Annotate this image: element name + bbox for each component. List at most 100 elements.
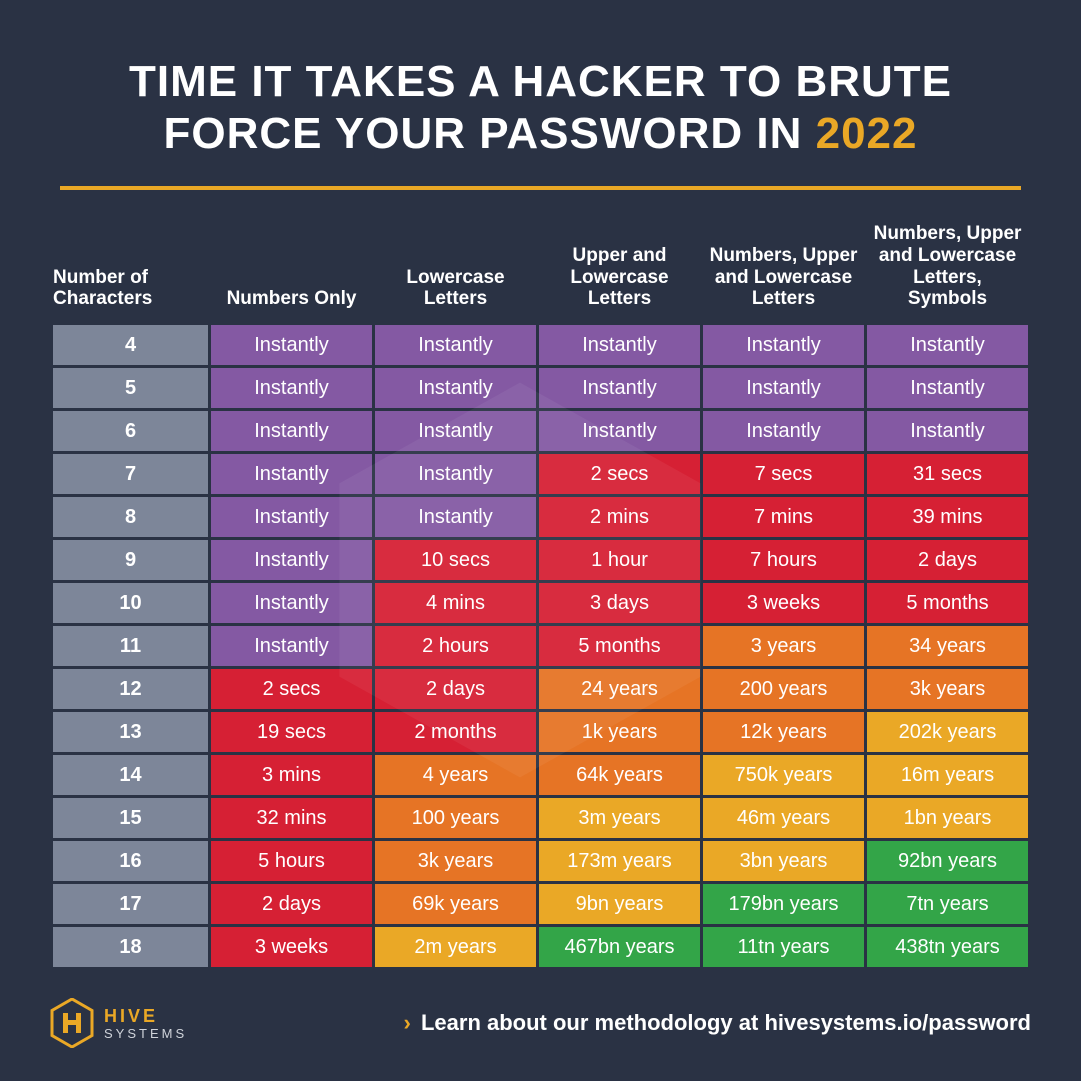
table-row: 7InstantlyInstantly2 secs7 secs31 secs xyxy=(53,454,1028,494)
password-table: Number of CharactersNumbers OnlyLowercas… xyxy=(50,212,1031,970)
time-cell: 438tn years xyxy=(867,927,1028,967)
time-cell: 5 months xyxy=(539,626,700,666)
time-cell: 2 hours xyxy=(375,626,536,666)
time-cell: Instantly xyxy=(375,497,536,537)
char-count-cell: 15 xyxy=(53,798,208,838)
time-cell: 202k years xyxy=(867,712,1028,752)
char-count-cell: 9 xyxy=(53,540,208,580)
time-cell: Instantly xyxy=(211,583,372,623)
column-header: Lowercase Letters xyxy=(375,215,536,322)
footer: HIVE SYSTEMS › Learn about our methodolo… xyxy=(50,998,1031,1048)
time-cell: Instantly xyxy=(211,454,372,494)
time-cell: Instantly xyxy=(703,411,864,451)
time-cell: 3k years xyxy=(375,841,536,881)
time-cell: 10 secs xyxy=(375,540,536,580)
char-count-cell: 11 xyxy=(53,626,208,666)
time-cell: 2 secs xyxy=(539,454,700,494)
time-cell: Instantly xyxy=(539,325,700,365)
column-header: Numbers Only xyxy=(211,215,372,322)
time-cell: 3 weeks xyxy=(211,927,372,967)
char-count-cell: 17 xyxy=(53,884,208,924)
time-cell: Instantly xyxy=(211,497,372,537)
title-divider xyxy=(60,186,1021,190)
time-cell: 2 months xyxy=(375,712,536,752)
time-cell: 19 secs xyxy=(211,712,372,752)
table-row: 6InstantlyInstantlyInstantlyInstantlyIns… xyxy=(53,411,1028,451)
char-count-cell: 13 xyxy=(53,712,208,752)
time-cell: 64k years xyxy=(539,755,700,795)
time-cell: 2 days xyxy=(867,540,1028,580)
table-row: 11Instantly2 hours5 months3 years34 year… xyxy=(53,626,1028,666)
time-cell: Instantly xyxy=(375,411,536,451)
time-cell: 7 secs xyxy=(703,454,864,494)
time-cell: Instantly xyxy=(375,454,536,494)
table-row: 5InstantlyInstantlyInstantlyInstantlyIns… xyxy=(53,368,1028,408)
time-cell: Instantly xyxy=(539,368,700,408)
time-cell: 2 days xyxy=(211,884,372,924)
table-row: 10Instantly4 mins3 days3 weeks5 months xyxy=(53,583,1028,623)
time-cell: 31 secs xyxy=(867,454,1028,494)
table-row: 1319 secs2 months1k years12k years202k y… xyxy=(53,712,1028,752)
time-cell: 100 years xyxy=(375,798,536,838)
time-cell: 200 years xyxy=(703,669,864,709)
time-cell: 2 days xyxy=(375,669,536,709)
brand-logo-text: HIVE SYSTEMS xyxy=(104,1007,187,1040)
time-cell: 11tn years xyxy=(703,927,864,967)
footer-text-a: Learn about our methodology at xyxy=(421,1010,764,1035)
time-cell: 467bn years xyxy=(539,927,700,967)
char-count-cell: 14 xyxy=(53,755,208,795)
time-cell: 7 mins xyxy=(703,497,864,537)
hive-logo-icon xyxy=(50,998,94,1048)
table-row: 1532 mins100 years3m years46m years1bn y… xyxy=(53,798,1028,838)
time-cell: 3 mins xyxy=(211,755,372,795)
time-cell: 179bn years xyxy=(703,884,864,924)
time-cell: 7tn years xyxy=(867,884,1028,924)
table-row: 172 days69k years9bn years179bn years7tn… xyxy=(53,884,1028,924)
time-cell: 1k years xyxy=(539,712,700,752)
time-cell: 173m years xyxy=(539,841,700,881)
table-row: 122 secs2 days24 years200 years3k years xyxy=(53,669,1028,709)
time-cell: Instantly xyxy=(867,325,1028,365)
time-cell: 92bn years xyxy=(867,841,1028,881)
time-cell: Instantly xyxy=(539,411,700,451)
footer-text-b: hivesystems.io/password xyxy=(764,1010,1031,1035)
table-row: 9Instantly10 secs1 hour7 hours2 days xyxy=(53,540,1028,580)
table-row: 8InstantlyInstantly2 mins7 mins39 mins xyxy=(53,497,1028,537)
time-cell: 32 mins xyxy=(211,798,372,838)
char-count-cell: 16 xyxy=(53,841,208,881)
time-cell: 46m years xyxy=(703,798,864,838)
title-line-2: FORCE YOUR PASSWORD IN xyxy=(164,109,816,158)
methodology-link[interactable]: › Learn about our methodology at hivesys… xyxy=(205,1010,1031,1036)
column-header: Numbers, Upper and Lowercase Letters, Sy… xyxy=(867,215,1028,322)
time-cell: 3bn years xyxy=(703,841,864,881)
time-cell: 4 years xyxy=(375,755,536,795)
time-cell: 3 days xyxy=(539,583,700,623)
time-cell: 1bn years xyxy=(867,798,1028,838)
table-row: 4InstantlyInstantlyInstantlyInstantlyIns… xyxy=(53,325,1028,365)
time-cell: 3k years xyxy=(867,669,1028,709)
time-cell: Instantly xyxy=(211,368,372,408)
time-cell: Instantly xyxy=(211,626,372,666)
time-cell: Instantly xyxy=(375,368,536,408)
time-cell: 24 years xyxy=(539,669,700,709)
title-line-1: TIME IT TAKES A HACKER TO BRUTE xyxy=(129,57,952,106)
char-count-cell: 7 xyxy=(53,454,208,494)
table-row: 183 weeks2m years467bn years11tn years43… xyxy=(53,927,1028,967)
time-cell: 12k years xyxy=(703,712,864,752)
time-cell: 3 years xyxy=(703,626,864,666)
time-cell: 3 weeks xyxy=(703,583,864,623)
column-header: Number of Characters xyxy=(53,215,208,322)
time-cell: Instantly xyxy=(375,325,536,365)
column-header: Numbers, Upper and Lowercase Letters xyxy=(703,215,864,322)
time-cell: Instantly xyxy=(703,368,864,408)
time-cell: 16m years xyxy=(867,755,1028,795)
char-count-cell: 4 xyxy=(53,325,208,365)
time-cell: Instantly xyxy=(867,368,1028,408)
time-cell: 2 secs xyxy=(211,669,372,709)
time-cell: Instantly xyxy=(211,540,372,580)
table-header-row: Number of CharactersNumbers OnlyLowercas… xyxy=(53,215,1028,322)
time-cell: 3m years xyxy=(539,798,700,838)
char-count-cell: 18 xyxy=(53,927,208,967)
time-cell: 750k years xyxy=(703,755,864,795)
logo-line-2: SYSTEMS xyxy=(104,1027,187,1040)
